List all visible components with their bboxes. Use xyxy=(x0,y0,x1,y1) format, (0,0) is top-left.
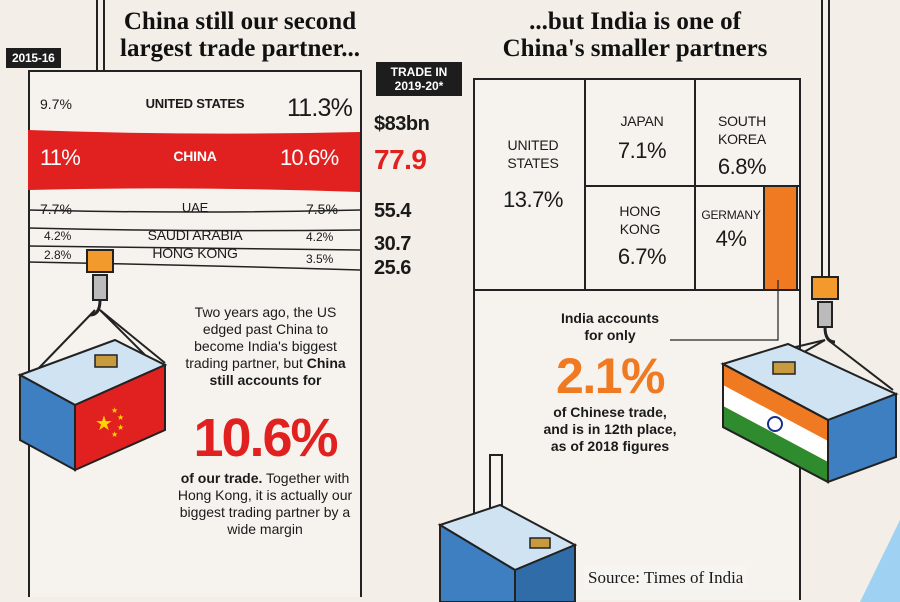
svg-text:★: ★ xyxy=(111,430,118,439)
row-china-trade: 77.9 xyxy=(374,144,427,175)
right-title: ...but India is one of China's smaller p… xyxy=(470,8,800,62)
trade-badge: TRADE IN 2019-20* xyxy=(376,62,462,96)
right-title-line1: ...but India is one of xyxy=(529,8,741,35)
left-note-p2-bold: of our trade. xyxy=(180,470,263,486)
treemap-panel xyxy=(473,78,801,600)
row-china-left-pct: 11% xyxy=(40,145,81,170)
svg-text:★: ★ xyxy=(117,423,124,432)
row-hk-right-pct: 3.5% xyxy=(306,252,334,266)
source-credit: Source: Times of India xyxy=(584,567,748,589)
row-saudi-trade: 30.7 xyxy=(374,233,411,255)
india-note-line1: India accounts xyxy=(560,310,660,326)
row-us-right-pct: 11.3% xyxy=(287,94,353,122)
row-saudi-left-pct: 4.2% xyxy=(44,229,72,243)
tm-japan-value: 7.1% xyxy=(617,138,667,163)
china-container-illustration: ★ ★ ★ ★ ★ xyxy=(17,249,168,472)
row-us-left-pct: 9.7% xyxy=(40,96,72,112)
row-china-right-pct: 10.6% xyxy=(280,145,339,170)
india-note-line2: for only xyxy=(584,327,636,343)
india-big-value: 2.1% xyxy=(556,348,665,404)
left-big-value: 10.6% xyxy=(193,408,338,468)
row-uae-country: UAE xyxy=(181,200,209,215)
india-note-line3: of Chinese trade, xyxy=(553,404,667,420)
tm-hk-label: HONG KONG xyxy=(619,203,661,237)
left-title-line2: largest trade partner... xyxy=(120,35,360,62)
india-pointer-line xyxy=(670,280,779,341)
left-title: China still our second largest trade par… xyxy=(110,8,370,62)
treemap-cell-india xyxy=(763,185,798,291)
left-note-2: of our trade. Together with Hong Kong, i… xyxy=(175,470,355,538)
building-illustration xyxy=(437,454,578,602)
tm-us-value: 13.7% xyxy=(503,187,563,212)
left-title-line1: China still our second xyxy=(123,8,357,35)
left-note-p1-bold: China still accounts for xyxy=(209,355,346,388)
svg-text:★: ★ xyxy=(95,411,113,435)
left-note-p2: Together with Hong Kong, it is actually … xyxy=(177,470,353,537)
svg-text:★: ★ xyxy=(111,406,118,415)
treemap-lines xyxy=(473,78,799,298)
row-uae-left-pct: 7.7% xyxy=(40,201,72,217)
row-saudi-country: SAUDI ARABIA xyxy=(147,227,243,243)
row-hk-trade: 25.6 xyxy=(374,257,411,279)
row-uae-right-pct: 7.5% xyxy=(306,201,338,217)
row-us-trade: $83bn xyxy=(374,113,430,135)
tm-germany-value: 4% xyxy=(715,226,747,251)
india-container-illustration xyxy=(720,276,899,484)
row-saudi-right-pct: 4.2% xyxy=(306,230,334,244)
row-hk-left-pct: 2.8% xyxy=(44,248,72,262)
china-band xyxy=(28,130,360,192)
tm-germany-label: GERMANY xyxy=(701,208,761,222)
india-note-bottom: of Chinese trade, and is in 12th place, … xyxy=(530,404,690,455)
tm-skorea-label: SOUTH KOREA xyxy=(717,113,766,147)
row-china-country: CHINA xyxy=(173,148,217,164)
trade-badge-line2: 2019-20* xyxy=(394,79,444,93)
tm-us-label: UNITED STATES xyxy=(507,137,559,171)
tm-hk-value: 6.7% xyxy=(617,244,667,269)
india-note-line5: as of 2018 figures xyxy=(550,438,670,454)
row-uae-trade: 55.4 xyxy=(374,200,411,222)
left-note-p1: Two years ago, the US edged past China t… xyxy=(185,304,337,371)
tm-japan-label: JAPAN xyxy=(620,113,664,129)
row-hk-country: HONG KONG xyxy=(152,245,238,261)
row-us-country: UNITED STATES xyxy=(145,96,245,111)
right-title-line2: China's smaller partners xyxy=(502,35,768,62)
year-badge: 2015-16 xyxy=(6,48,61,68)
india-note-line4: and is in 12th place, xyxy=(543,421,677,437)
table-lines xyxy=(28,130,360,271)
trade-badge-line1: TRADE IN xyxy=(390,65,448,79)
tm-skorea-value: 6.8% xyxy=(717,154,767,179)
left-note: Two years ago, the US edged past China t… xyxy=(178,304,353,389)
svg-text:★: ★ xyxy=(117,413,124,422)
india-note: India accounts for only xyxy=(540,310,680,344)
